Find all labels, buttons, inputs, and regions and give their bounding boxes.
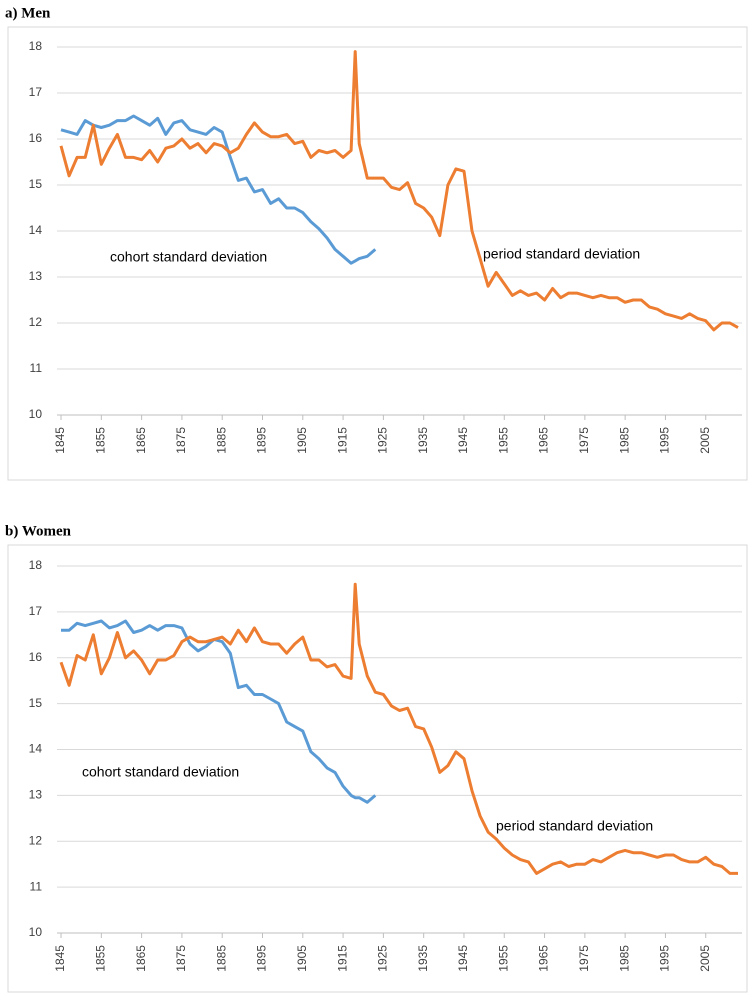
y-tick-label: 13	[29, 788, 43, 802]
y-tick-label: 14	[29, 223, 43, 237]
x-tick-label: 1915	[335, 427, 349, 454]
x-tick-label: 1905	[295, 945, 309, 972]
y-tick-label: 17	[29, 85, 43, 99]
y-tick-label: 15	[29, 696, 43, 710]
data-line	[61, 619, 377, 804]
series-label: cohort standard deviation	[110, 249, 267, 265]
x-tick-label: 1965	[537, 945, 551, 972]
x-tick-label: 1925	[376, 945, 390, 972]
y-tick-label: 12	[29, 833, 43, 847]
x-tick-label: 1945	[456, 427, 470, 454]
panel-frame	[7, 26, 748, 481]
x-tick-label: 1985	[617, 427, 631, 454]
x-tick-label: 1975	[577, 427, 591, 454]
y-tick-label: 14	[29, 742, 43, 756]
series-label: period standard deviation	[483, 246, 640, 262]
y-tick-label: 10	[29, 925, 43, 939]
x-tick-label: 1905	[295, 427, 309, 454]
panel-frame	[7, 544, 748, 993]
x-tick-label: 1955	[496, 427, 510, 454]
x-tick-label: 1965	[537, 427, 551, 454]
x-tick-label: 1895	[255, 945, 269, 972]
data-line	[59, 50, 739, 332]
data-line	[59, 582, 738, 875]
y-tick-label: 18	[29, 39, 43, 53]
y-tick-label: 15	[29, 177, 43, 191]
x-tick-label: 2005	[698, 427, 712, 454]
x-tick-label: 1955	[496, 945, 510, 972]
x-tick-label: 1865	[134, 945, 148, 972]
x-tick-label: 1935	[416, 427, 430, 454]
x-tick-label: 1875	[174, 945, 188, 972]
x-tick-label: 1865	[134, 427, 148, 454]
x-tick-label: 1845	[53, 945, 67, 972]
y-tick-label: 16	[29, 650, 43, 664]
series-label: cohort standard deviation	[82, 764, 239, 780]
x-tick-label: 1855	[93, 945, 107, 972]
y-tick-label: 18	[29, 558, 43, 572]
x-tick-label: 1985	[617, 945, 631, 972]
x-tick-label: 1935	[416, 945, 430, 972]
x-tick-label: 1895	[255, 427, 269, 454]
y-tick-label: 13	[29, 269, 43, 283]
x-tick-label: 1995	[658, 427, 672, 454]
x-tick-label: 1885	[214, 945, 228, 972]
y-tick-label: 12	[29, 315, 43, 329]
x-tick-label: 1915	[335, 945, 349, 972]
x-tick-label: 2005	[698, 945, 712, 972]
x-tick-label: 1925	[376, 427, 390, 454]
series-label: period standard deviation	[496, 818, 653, 834]
x-tick-label: 1845	[53, 427, 67, 454]
x-tick-label: 1875	[174, 427, 188, 454]
x-tick-label: 1975	[577, 945, 591, 972]
data-line	[60, 114, 377, 265]
y-tick-label: 11	[30, 879, 43, 893]
y-tick-label: 10	[29, 407, 43, 421]
chart-title: b) Women	[5, 523, 72, 539]
x-tick-label: 1995	[658, 945, 672, 972]
x-tick-label: 1945	[456, 945, 470, 972]
chart-title: a) Men	[5, 5, 51, 21]
y-tick-label: 11	[30, 361, 43, 375]
y-tick-label: 17	[29, 604, 43, 618]
y-tick-label: 16	[29, 131, 43, 145]
x-tick-label: 1885	[214, 427, 228, 454]
x-tick-label: 1855	[93, 427, 107, 454]
